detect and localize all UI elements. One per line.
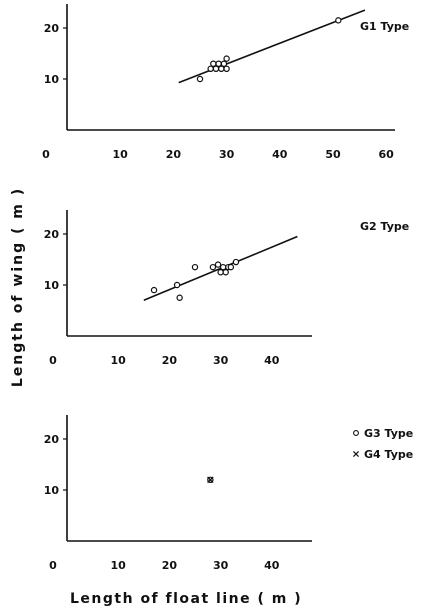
data-point [232, 258, 240, 266]
x-tick-label: 60 [379, 148, 395, 161]
data-point [212, 65, 220, 73]
x-tick-label: 30 [213, 354, 229, 367]
data-point [176, 294, 183, 301]
chart-panel-g1: 0 10 20 30 40 50 60 10 20 G1 Type [42, 4, 409, 161]
chart-panel-g2: 0 10 20 30 40 10 20 G2 Type [44, 210, 409, 367]
y-tick-label: 10 [44, 484, 60, 497]
x-tick-label: 20 [162, 559, 178, 572]
data-point [207, 476, 214, 484]
data-point [207, 65, 214, 73]
data-point [335, 17, 342, 24]
x-tick-label: 50 [325, 148, 341, 161]
x-tick-label: 10 [111, 559, 127, 572]
x-tick-label: 20 [166, 148, 182, 161]
x-tick-label: 40 [264, 354, 280, 367]
x-axis-label: Length of float line ( m ) [70, 591, 302, 607]
x-tick-label: 40 [272, 148, 288, 161]
x-tick-label: 30 [219, 148, 235, 161]
legend-marker [352, 450, 360, 458]
data-point [214, 261, 222, 268]
data-point [191, 263, 199, 271]
x-tick-label: 30 [213, 559, 229, 572]
data-point [223, 65, 230, 73]
legend-label: G4 Type [364, 448, 413, 461]
x-tick-label: 10 [111, 354, 127, 367]
data-point [222, 269, 229, 276]
data-point [150, 286, 158, 294]
data-point [210, 60, 217, 67]
data-point [223, 55, 230, 62]
data-point [227, 263, 235, 271]
data-point [218, 65, 225, 73]
data-point [220, 60, 228, 67]
x-tick-label: 0 [42, 148, 50, 161]
legend-label: G1 Type [360, 20, 409, 33]
data-point [215, 60, 222, 67]
legend-label: G2 Type [360, 220, 409, 233]
legend-marker [353, 430, 359, 436]
x-tick-label: 40 [264, 559, 280, 572]
x-tick-label: 20 [162, 354, 178, 367]
legend-label: G3 Type [364, 427, 413, 440]
x-tick-label: 0 [49, 559, 57, 572]
data-point [173, 281, 181, 289]
y-tick-label: 20 [44, 22, 60, 35]
y-tick-label: 20 [44, 433, 60, 446]
y-tick-label: 10 [44, 279, 60, 292]
data-point [196, 75, 204, 83]
x-tick-label: 10 [113, 148, 129, 161]
y-tick-label: 10 [44, 73, 60, 86]
data-point [217, 269, 224, 276]
data-point [219, 263, 227, 271]
chart-panel-g3-g4: 0 10 20 30 40 10 20 G3 Type G4 Type [44, 415, 413, 572]
y-tick-label: 20 [44, 228, 60, 241]
data-point [209, 263, 217, 271]
x-tick-label: 0 [49, 354, 57, 367]
y-axis-label: Length of wing ( m ) [10, 187, 26, 387]
